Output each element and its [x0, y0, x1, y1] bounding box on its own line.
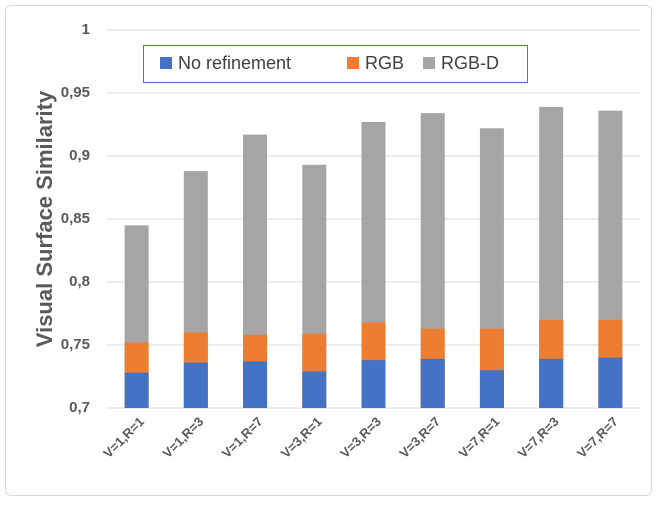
legend-swatch	[347, 57, 359, 69]
legend-swatch	[160, 57, 172, 69]
legend-swatch	[423, 57, 435, 69]
y-tick-label: 0,75	[61, 336, 90, 353]
legend-label: RGB	[365, 53, 404, 73]
y-tick-label: 0,8	[69, 273, 90, 290]
bar	[183, 362, 208, 408]
legend-box	[143, 45, 528, 83]
y-tick-label: 0,95	[61, 84, 90, 101]
bar	[598, 357, 623, 408]
y-tick-label: 0,9	[69, 147, 90, 164]
legend-label: RGB-D	[441, 53, 499, 73]
y-axis-title: Visual Surface Similarity	[32, 90, 57, 347]
legend-label: No refinement	[178, 53, 291, 73]
y-tick-label: 1	[82, 21, 90, 38]
y-tick-label: 0,85	[61, 210, 90, 227]
bar	[302, 371, 327, 408]
bar	[243, 361, 268, 408]
y-tick-label: 0,7	[69, 399, 90, 416]
bar	[539, 358, 564, 408]
bar	[361, 360, 386, 408]
bar	[420, 358, 445, 408]
bar	[124, 372, 149, 408]
bar	[479, 370, 504, 408]
